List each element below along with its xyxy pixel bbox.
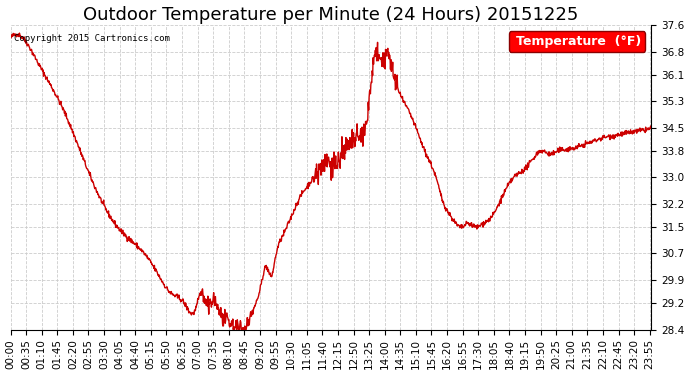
Text: Copyright 2015 Cartronics.com: Copyright 2015 Cartronics.com [14, 34, 170, 43]
Title: Outdoor Temperature per Minute (24 Hours) 20151225: Outdoor Temperature per Minute (24 Hours… [83, 6, 579, 24]
Legend: Temperature  (°F): Temperature (°F) [509, 32, 645, 52]
